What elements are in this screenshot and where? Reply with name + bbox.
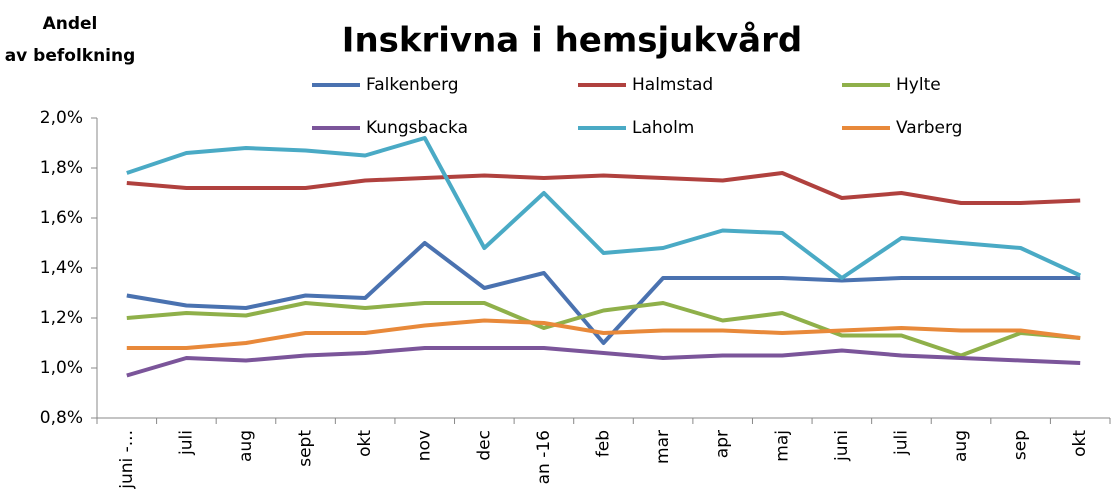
x-tick-label: nov bbox=[415, 430, 435, 461]
x-tick-label: an -16 bbox=[534, 430, 554, 484]
series-line bbox=[126, 318, 1081, 350]
y-axis-label: av befolkning bbox=[5, 46, 136, 66]
x-tick-label: juni bbox=[832, 430, 852, 462]
x-tick-label: okt bbox=[1070, 430, 1090, 457]
y-tick-label: 1,6% bbox=[40, 208, 83, 228]
y-tick-label: 1,2% bbox=[40, 308, 83, 328]
series-line bbox=[126, 171, 1081, 205]
y-tick-label: 1,8% bbox=[40, 158, 83, 178]
x-tick-label: dec bbox=[474, 430, 494, 461]
x-tick-label: juni -... bbox=[117, 430, 137, 490]
legend-label: Falkenberg bbox=[366, 75, 459, 95]
legend-label: Halmstad bbox=[632, 75, 713, 95]
series-line bbox=[126, 241, 1081, 345]
legend-label: Varberg bbox=[896, 118, 962, 138]
x-tick-label: maj bbox=[772, 430, 792, 462]
x-tick-label: apr bbox=[713, 430, 733, 458]
x-tick-label: sept bbox=[296, 430, 316, 467]
legend-label: Laholm bbox=[632, 118, 694, 138]
x-tick-label: aug bbox=[236, 430, 256, 462]
x-tick-label: feb bbox=[594, 430, 614, 457]
series-line bbox=[126, 346, 1081, 378]
y-tick-label: 2,0% bbox=[40, 108, 83, 128]
x-tick-label: mar bbox=[653, 430, 673, 464]
y-axis-label: Andel bbox=[43, 14, 98, 34]
x-tick-label: okt bbox=[355, 430, 375, 457]
x-tick-label: sep bbox=[1011, 430, 1031, 460]
x-tick-label: juli bbox=[176, 430, 196, 456]
x-tick-label: juli bbox=[891, 430, 911, 456]
x-tick-label: aug bbox=[951, 430, 971, 462]
y-tick-label: 1,4% bbox=[40, 258, 83, 278]
legend-label: Kungsbacka bbox=[366, 118, 468, 138]
series-line bbox=[126, 301, 1081, 358]
legend-label: Hylte bbox=[896, 75, 941, 95]
series-line bbox=[126, 136, 1082, 280]
chart-title: Inskrivna i hemsjukvård bbox=[342, 21, 802, 61]
y-tick-label: 0,8% bbox=[40, 408, 83, 428]
y-tick-label: 1,0% bbox=[40, 358, 83, 378]
